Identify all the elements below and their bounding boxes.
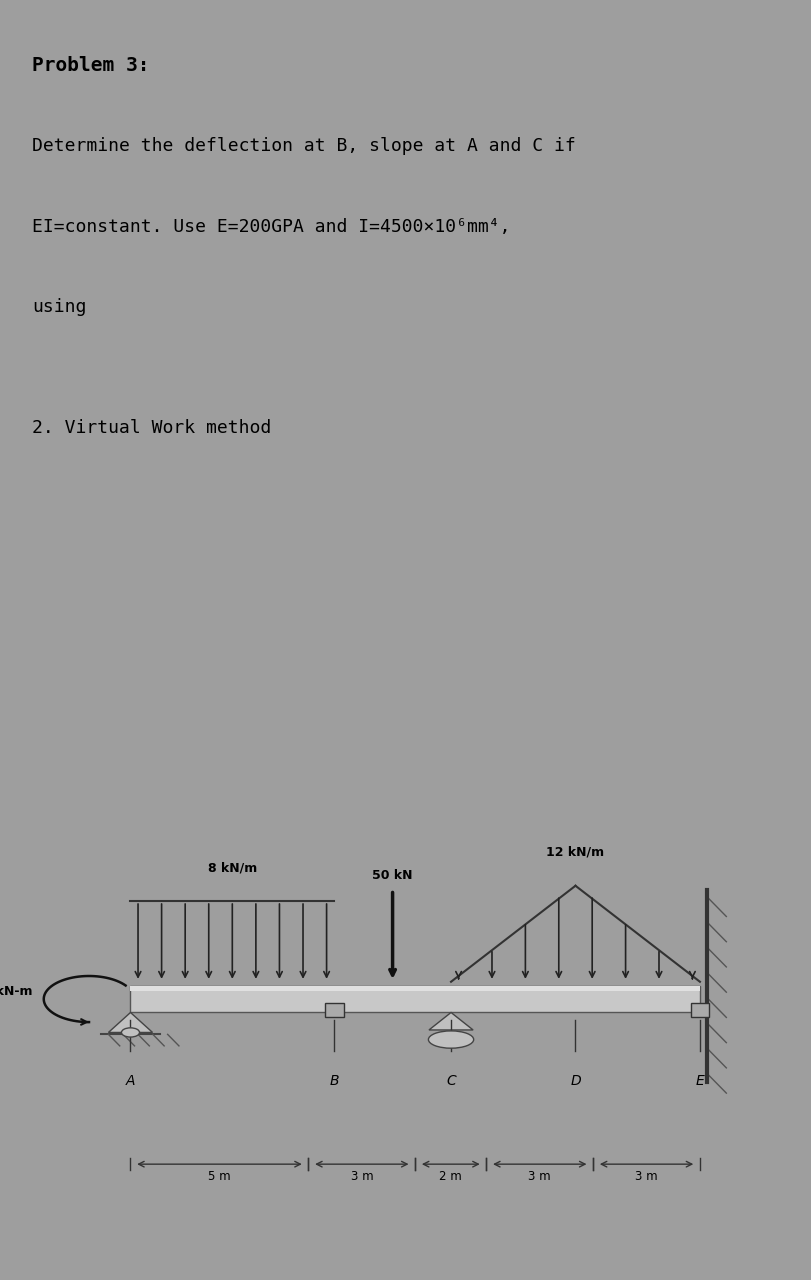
- Text: 8 kN/m: 8 kN/m: [208, 861, 257, 874]
- Text: E: E: [696, 1074, 704, 1088]
- Text: Determine the deflection at B, slope at A and C if: Determine the deflection at B, slope at …: [32, 137, 576, 155]
- Text: EI=constant. Use E=200GPA and I=4500×10⁶mm⁴,: EI=constant. Use E=200GPA and I=4500×10⁶…: [32, 218, 511, 236]
- Text: using: using: [32, 298, 87, 316]
- Text: 3 m: 3 m: [350, 1170, 373, 1183]
- Text: 3 m: 3 m: [635, 1170, 658, 1183]
- Text: Problem 3:: Problem 3:: [32, 56, 150, 76]
- Text: C: C: [446, 1074, 456, 1088]
- Text: 2 m: 2 m: [440, 1170, 462, 1183]
- Bar: [690, 1004, 710, 1016]
- Text: B: B: [329, 1074, 339, 1088]
- Text: 5 m: 5 m: [208, 1170, 231, 1183]
- Text: 2. Virtual Work method: 2. Virtual Work method: [32, 420, 272, 438]
- Text: 60 kN-m: 60 kN-m: [0, 984, 32, 998]
- Text: A: A: [126, 1074, 135, 1088]
- Bar: [324, 1004, 344, 1016]
- Polygon shape: [429, 1012, 473, 1030]
- Ellipse shape: [428, 1030, 474, 1048]
- Bar: [131, 986, 700, 1012]
- Text: 50 kN: 50 kN: [372, 869, 413, 882]
- Bar: [131, 986, 700, 991]
- Polygon shape: [109, 1012, 152, 1033]
- Text: D: D: [570, 1074, 581, 1088]
- Circle shape: [122, 1028, 139, 1037]
- Text: 3 m: 3 m: [529, 1170, 551, 1183]
- Text: 12 kN/m: 12 kN/m: [547, 846, 604, 859]
